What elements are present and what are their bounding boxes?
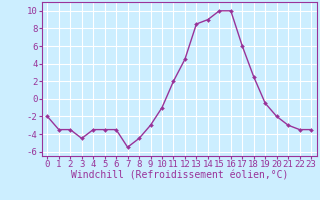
X-axis label: Windchill (Refroidissement éolien,°C): Windchill (Refroidissement éolien,°C) — [70, 171, 288, 181]
